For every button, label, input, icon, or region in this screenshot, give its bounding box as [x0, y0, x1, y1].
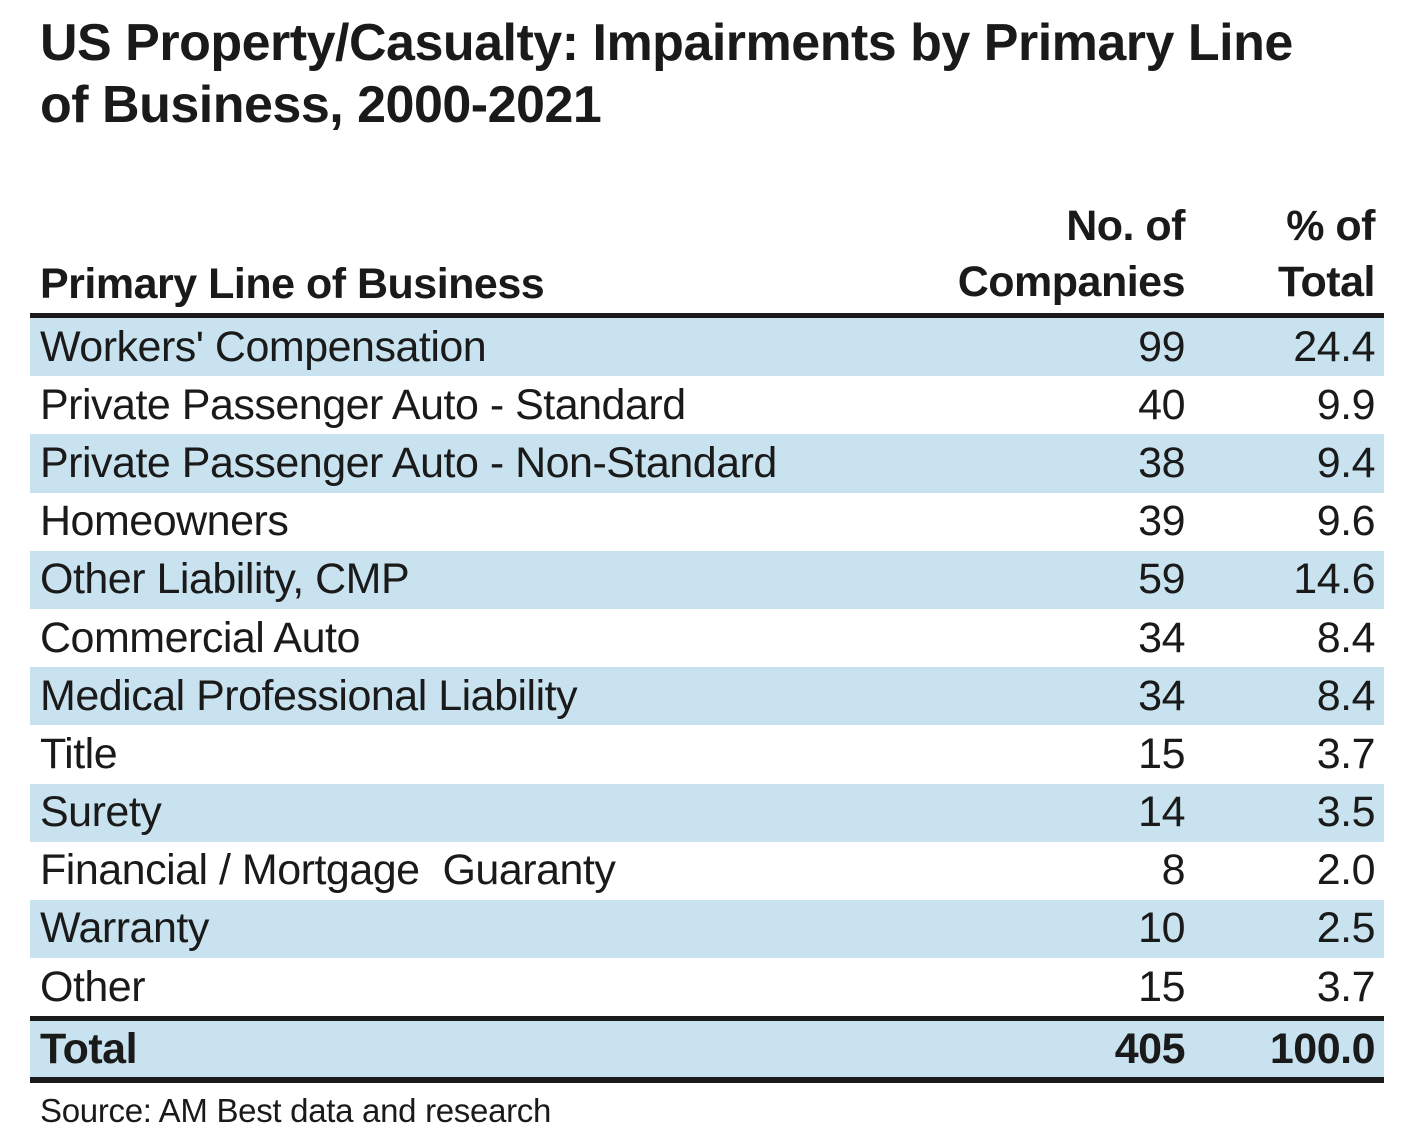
- total-pct-cell: 100.0: [1269, 1024, 1376, 1073]
- companies-cell: 15: [1138, 962, 1185, 1011]
- companies-cell: 34: [1138, 613, 1185, 662]
- companies-cell: 8: [1161, 846, 1186, 895]
- row-label-cell: Other Liability, CMP: [40, 555, 410, 604]
- table-row: Title 15 3.7: [30, 725, 1384, 783]
- companies-cell: 39: [1138, 497, 1185, 546]
- impairments-table: Primary Line of Business No. of Companie…: [30, 198, 1384, 1084]
- column-header-pct-total-line1: % of: [1286, 202, 1375, 250]
- companies-cell: 38: [1138, 438, 1185, 487]
- exhibit-title: US Property/Casualty: Impairments by Pri…: [40, 12, 1388, 136]
- companies-cell: 59: [1138, 555, 1185, 604]
- column-header-companies-line1: No. of: [1066, 202, 1185, 250]
- table-total-row: Total 405 100.0: [30, 1016, 1384, 1084]
- pct-cell: 3.7: [1316, 729, 1376, 778]
- companies-cell: 34: [1138, 671, 1185, 720]
- companies-cell: 99: [1138, 322, 1185, 371]
- row-label-cell: Medical Professional Liability: [40, 671, 578, 720]
- pct-cell: 2.0: [1316, 846, 1376, 895]
- pct-cell: 9.9: [1316, 380, 1376, 429]
- row-label-cell: Homeowners: [40, 497, 289, 546]
- table-row: Other Liability, CMP 59 14.6: [30, 550, 1384, 609]
- row-label-cell: Warranty: [40, 904, 209, 953]
- table-body: Workers' Compensation 99 24.4 Private Pa…: [30, 318, 1384, 1016]
- table-row: Warranty 10 2.5: [30, 899, 1384, 959]
- column-header-pct-total: % of Total: [1185, 198, 1384, 310]
- column-header-primary-line: Primary Line of Business: [40, 260, 545, 308]
- total-label-cell: Total: [40, 1024, 138, 1073]
- row-label-cell: Private Passenger Auto - Non-Standard: [40, 438, 777, 487]
- companies-cell: 10: [1138, 904, 1185, 953]
- table-row: Other 15 3.7: [30, 958, 1384, 1016]
- pct-cell: 2.5: [1316, 904, 1376, 953]
- pct-cell: 8.4: [1316, 671, 1376, 720]
- pct-cell: 24.4: [1293, 322, 1375, 371]
- companies-cell: 40: [1138, 380, 1185, 429]
- table-row: Private Passenger Auto - Non-Standard 38…: [30, 434, 1384, 493]
- row-label-cell: Other: [40, 962, 146, 1011]
- row-label-cell: Title: [40, 729, 118, 778]
- table-row: Private Passenger Auto - Standard 40 9.9: [30, 376, 1384, 434]
- pct-cell: 9.6: [1316, 497, 1376, 546]
- row-label-cell: Private Passenger Auto - Standard: [40, 380, 686, 429]
- table-row: Surety 14 3.5: [30, 783, 1384, 842]
- pct-cell: 14.6: [1293, 555, 1375, 604]
- pct-cell: 3.5: [1316, 788, 1376, 837]
- companies-cell: 14: [1138, 788, 1185, 837]
- column-header-pct-total-line2: Total: [1277, 258, 1376, 306]
- companies-cell: 15: [1138, 729, 1185, 778]
- table-row: Homeowners 39 9.6: [30, 493, 1384, 551]
- total-companies-cell: 405: [1114, 1024, 1186, 1073]
- pct-cell: 9.4: [1316, 438, 1376, 487]
- column-header-companies-line2: Companies: [957, 258, 1186, 306]
- exhibit-title-line2: of Business, 2000-2021: [40, 76, 602, 134]
- table-row: Medical Professional Liability 34 8.4: [30, 667, 1384, 726]
- pct-cell: 8.4: [1316, 613, 1376, 662]
- row-label-cell: Workers' Compensation: [40, 322, 487, 371]
- table-header-row: Primary Line of Business No. of Companie…: [30, 198, 1384, 318]
- pct-cell: 3.7: [1316, 962, 1376, 1011]
- table-row: Workers' Compensation 99 24.4: [30, 318, 1384, 377]
- column-header-companies: No. of Companies: [955, 198, 1186, 310]
- row-label-cell: Commercial Auto: [40, 613, 360, 662]
- exhibit-title-line1: US Property/Casualty: Impairments by Pri…: [40, 14, 1293, 72]
- row-label-cell: Financial / Mortgage Guaranty: [40, 846, 616, 895]
- source-note: Source: AM Best data and research: [40, 1092, 552, 1130]
- table-row: Financial / Mortgage Guaranty 8 2.0: [30, 842, 1384, 900]
- row-label-cell: Surety: [40, 788, 162, 837]
- table-row: Commercial Auto 34 8.4: [30, 609, 1384, 667]
